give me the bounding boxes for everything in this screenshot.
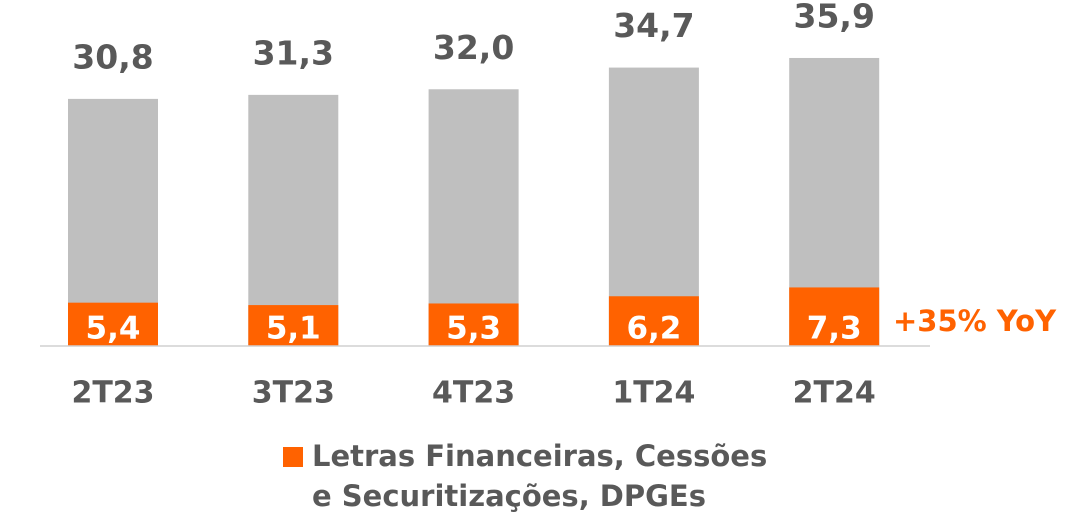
chart: 30,8 5,4 2T23 31,3 5,1 3T23 32,0 5,3 4T23 34,7 6,2… xyxy=(40,0,1057,411)
bar xyxy=(428,303,519,346)
annotation: +35% YoY xyxy=(893,304,1057,338)
x-tick-label: 2T24 xyxy=(793,376,876,411)
bar xyxy=(68,302,158,346)
value-label: 5,3 xyxy=(446,311,501,347)
bar xyxy=(789,287,880,346)
x-tick-label: 4T23 xyxy=(432,376,515,411)
value-label: 5,4 xyxy=(86,311,141,347)
x-tick-label: 3T23 xyxy=(252,376,335,411)
total-label: 35,9 xyxy=(793,0,874,35)
total-label: 34,7 xyxy=(613,6,694,45)
bar xyxy=(248,305,339,346)
total-label: 32,0 xyxy=(433,28,514,67)
legend: Letras Financeiras, Cessões e Securitiza… xyxy=(283,436,803,516)
bar-total xyxy=(248,94,339,346)
total-label: 31,3 xyxy=(253,33,334,72)
x-tick-label: 1T24 xyxy=(612,376,695,411)
value-label: 6,2 xyxy=(626,311,681,347)
legend-label: Letras Financeiras, Cessões e Securitiza… xyxy=(312,439,768,513)
value-label: 5,1 xyxy=(266,311,321,347)
legend-swatch xyxy=(283,447,303,467)
bar-total xyxy=(428,89,519,347)
total-label: 30,8 xyxy=(72,37,153,76)
value-label: 7,3 xyxy=(807,311,862,347)
x-tick-label: 2T23 xyxy=(71,376,154,411)
bar xyxy=(608,296,699,346)
